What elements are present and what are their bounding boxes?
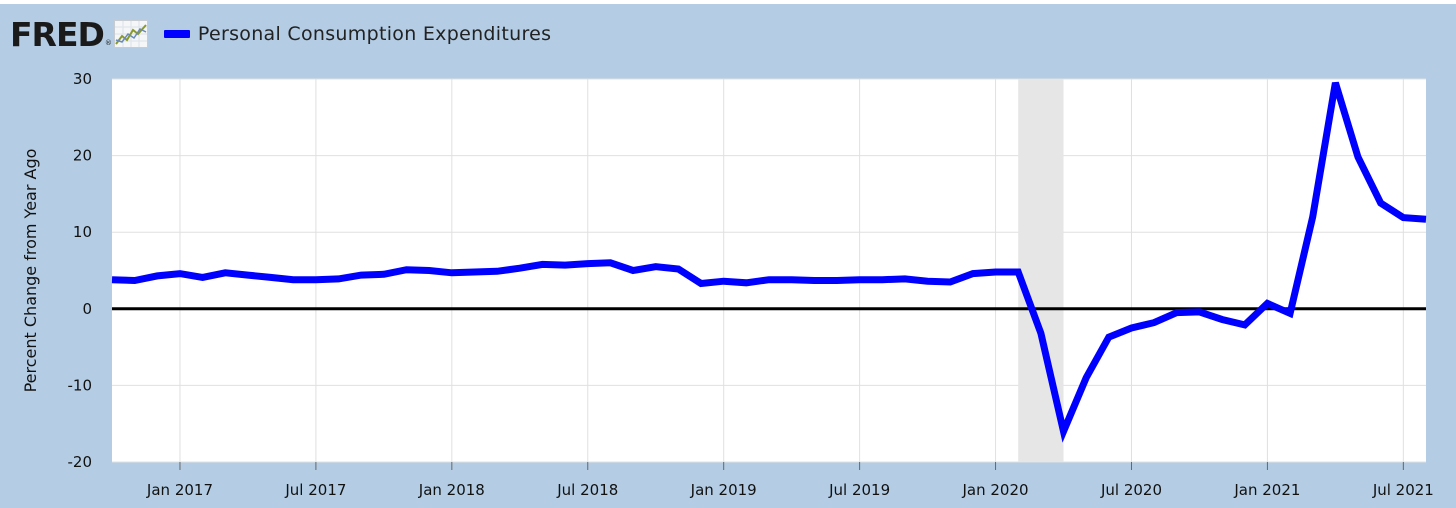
data-point[interactable] (969, 270, 976, 277)
data-point[interactable] (1241, 321, 1248, 328)
data-point[interactable] (1264, 300, 1271, 307)
fred-logo[interactable]: FRED ® (10, 18, 148, 51)
legend-label: Personal Consumption Expenditures (197, 23, 552, 45)
data-point[interactable] (652, 263, 659, 270)
data-point[interactable] (1309, 213, 1316, 220)
top-border (0, 0, 1456, 4)
chart-legend[interactable]: Personal Consumption Expenditures (163, 23, 552, 45)
data-point[interactable] (584, 260, 591, 267)
x-tick-label: Jul 2021 (1372, 481, 1434, 499)
data-point[interactable] (154, 272, 161, 279)
data-point[interactable] (856, 276, 863, 283)
y-tick-label: 20 (73, 147, 92, 165)
data-point[interactable] (879, 276, 886, 283)
data-point[interactable] (539, 261, 546, 268)
data-point[interactable] (924, 278, 931, 285)
data-point[interactable] (516, 265, 523, 272)
data-point[interactable] (380, 271, 387, 278)
data-point[interactable] (494, 268, 501, 275)
logo-registered-mark: ® (104, 38, 112, 47)
data-point[interactable] (222, 269, 229, 276)
data-point[interactable] (1219, 316, 1226, 323)
chart-header: FRED ® Personal Consumption Expenditures (10, 14, 551, 54)
x-tick-label: Jul 2020 (1100, 481, 1162, 499)
legend-swatch (163, 30, 190, 38)
line-chart-icon (113, 20, 148, 48)
data-point[interactable] (562, 262, 569, 269)
data-point[interactable] (312, 276, 319, 283)
y-tick-label: -10 (68, 376, 93, 394)
data-point[interactable] (1196, 308, 1203, 315)
data-point[interactable] (1151, 319, 1158, 326)
data-point[interactable] (1287, 310, 1294, 317)
data-point[interactable] (1332, 79, 1339, 86)
data-point[interactable] (176, 270, 183, 277)
data-point[interactable] (448, 269, 455, 276)
horizontal-grid (112, 78, 1426, 463)
x-tick-label: Jan 2020 (962, 481, 1029, 499)
data-point[interactable] (1015, 269, 1022, 276)
data-point[interactable] (607, 259, 614, 266)
x-tick-label: Jan 2017 (146, 481, 213, 499)
y-tick-label: 30 (73, 70, 92, 88)
data-point[interactable] (1377, 200, 1384, 207)
x-tick-label: Jul 2018 (556, 481, 618, 499)
data-point[interactable] (1128, 324, 1135, 331)
data-point[interactable] (630, 267, 637, 274)
y-axis-ticks: 30 20 10 0 -10 -20 (68, 70, 93, 471)
data-point[interactable] (426, 267, 433, 274)
y-tick-label: -20 (68, 453, 93, 471)
y-tick-label: 0 (82, 300, 92, 318)
y-axis-label: Percent Change from Year Ago (21, 149, 40, 393)
data-point[interactable] (1400, 214, 1407, 221)
data-point[interactable] (811, 277, 818, 284)
data-point[interactable] (1355, 154, 1362, 161)
data-point[interactable] (1083, 374, 1090, 381)
data-point[interactable] (720, 278, 727, 285)
data-point[interactable] (290, 276, 297, 283)
data-point[interactable] (335, 275, 342, 282)
data-point[interactable] (947, 278, 954, 285)
data-point[interactable] (1173, 309, 1180, 316)
data-point[interactable] (1423, 216, 1430, 223)
x-tick-label: Jan 2019 (690, 481, 757, 499)
data-point[interactable] (199, 274, 206, 281)
data-point[interactable] (267, 274, 274, 281)
x-axis-ticks: Jan 2017 Jul 2017 Jan 2018 Jul 2018 Jan 2019… (146, 462, 1434, 499)
data-point[interactable] (833, 277, 840, 284)
y-tick-label: 10 (73, 223, 92, 241)
logo-text: FRED (10, 14, 105, 54)
x-tick-label: Jul 2017 (284, 481, 346, 499)
data-point[interactable] (788, 276, 795, 283)
data-point[interactable] (471, 269, 478, 276)
data-point[interactable] (1037, 330, 1044, 337)
x-tick-label: Jul 2019 (828, 481, 890, 499)
data-point[interactable] (766, 276, 773, 283)
data-point[interactable] (131, 277, 138, 284)
data-point[interactable] (743, 279, 750, 286)
data-point[interactable] (992, 269, 999, 276)
x-tick-label: Jan 2018 (418, 481, 485, 499)
data-point[interactable] (1105, 334, 1112, 341)
series-line-personal-consumption-expenditures (111, 81, 1427, 443)
data-point[interactable] (109, 276, 116, 283)
data-point[interactable] (1060, 428, 1067, 435)
data-point[interactable] (358, 272, 365, 279)
data-point[interactable] (901, 275, 908, 282)
data-point[interactable] (698, 280, 705, 287)
data-point[interactable] (675, 265, 682, 272)
x-tick-label: Jan 2021 (1233, 481, 1300, 499)
data-point[interactable] (403, 266, 410, 273)
data-point[interactable] (244, 272, 251, 279)
plot-area (112, 79, 1426, 462)
